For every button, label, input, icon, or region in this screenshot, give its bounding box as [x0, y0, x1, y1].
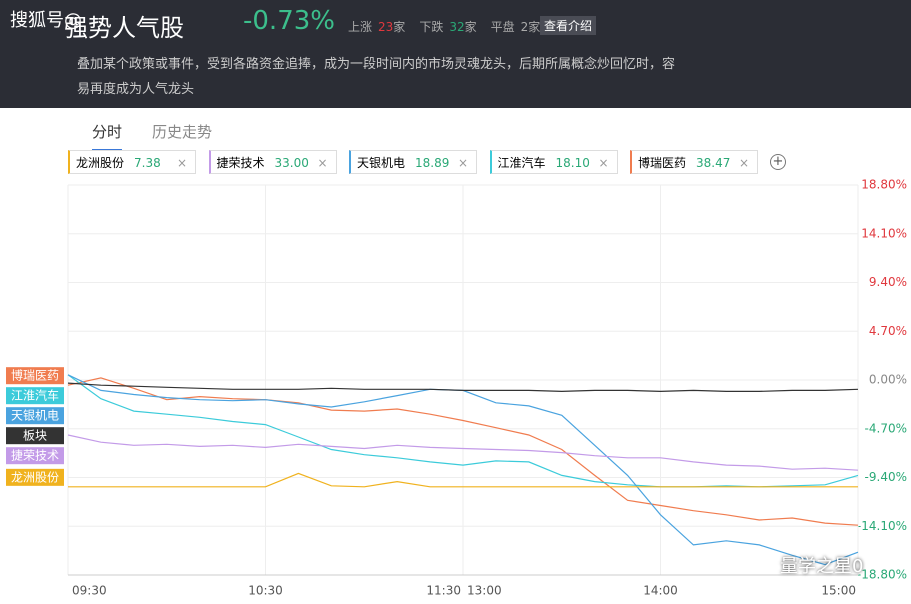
stock-chip[interactable]: 捷荣技术 33.00 × — [208, 150, 337, 174]
chip-name: 江淮汽车 — [497, 156, 546, 170]
series-line — [67, 377, 859, 526]
x-tick-label: 09:30 — [72, 584, 107, 598]
chip-close: × — [598, 156, 609, 170]
tab[interactable]: 历史走势 — [152, 123, 213, 141]
x-tick-label: 13:00 — [467, 584, 502, 598]
series-line — [68, 472, 858, 488]
stat-count: 23 — [378, 20, 394, 34]
legend-label: 板块 — [23, 429, 47, 443]
series-line — [67, 374, 859, 488]
stat-count: 2 — [520, 20, 529, 34]
watermark: 搜狐号@ — [10, 10, 82, 31]
chip-price: 33.00 — [274, 156, 309, 170]
chip-price: 18.89 — [415, 156, 450, 170]
intro-button[interactable]: 查看介绍 — [540, 16, 597, 35]
legend-tag — [6, 427, 64, 445]
change: -0.73% — [243, 6, 335, 36]
chip-close: × — [176, 156, 187, 170]
y-tick-label: -4.70% — [865, 421, 907, 435]
y-tick-label: 18.80% — [861, 178, 907, 192]
chip-close: × — [317, 156, 328, 170]
chip-name: 博瑞医药 — [638, 156, 687, 170]
chip-close: × — [738, 156, 749, 170]
description: 叠加某个政策或事件，受到各路资金追捧，成为一段时间内的市场灵魂龙头，后期所属概念… — [77, 57, 676, 97]
legend-label: 龙洲股份 — [11, 470, 59, 484]
stat-unit: 家 — [528, 20, 541, 34]
stat: 上涨 23家 — [348, 20, 405, 34]
y-tick-label: -9.40% — [865, 470, 907, 484]
legend-tag — [6, 367, 64, 385]
header: 搜狐号@ 强势人气股 -0.73% 上涨 23家 下跌 32家 平盘 2家 查看介绍 叠加… — [0, 0, 911, 108]
legend-tag — [6, 468, 64, 486]
legend-label: 博瑞医药 — [11, 368, 59, 383]
stat-unit: 家 — [464, 20, 477, 34]
y-tick-label: 4.70% — [869, 324, 907, 338]
stats: 上涨 23家 下跌 32家 平盘 2家 — [348, 18, 554, 35]
legend-label: 江淮汽车 — [11, 388, 59, 403]
chip-name: 捷荣技术 — [216, 156, 265, 170]
stat-label: 平盘 — [490, 20, 515, 34]
y-tick-label: 14.10% — [861, 226, 907, 240]
y-tick-label: -14.10% — [857, 519, 907, 533]
y-tick-label: 9.40% — [869, 275, 907, 289]
x-tick-label: 10:30 — [248, 584, 283, 598]
stat-unit: 家 — [393, 20, 406, 34]
stat-count: 32 — [449, 20, 465, 34]
legend-tag — [6, 387, 64, 405]
stock-chip[interactable]: 江淮汽车 18.10 × — [489, 150, 618, 174]
stat-label: 上涨 — [348, 20, 373, 34]
x-tick-label: 15:00 — [821, 584, 856, 598]
chip-name: 天银机电 — [357, 156, 406, 170]
legend-label: 天银机电 — [11, 409, 59, 423]
chip-close: × — [457, 156, 468, 170]
add-button[interactable]: + — [770, 154, 786, 170]
legend-tag — [6, 447, 64, 465]
stock-chip[interactable]: 天银机电 18.89 × — [349, 150, 477, 174]
legend-tag — [6, 407, 64, 425]
title: 强势人气股 — [64, 14, 184, 42]
x-tick-label: 11:30 — [426, 584, 461, 598]
y-tick-label: -18.80% — [857, 568, 907, 582]
stock-chip[interactable]: 博瑞医药 38.47 × — [630, 150, 758, 174]
stat: 平盘 2家 — [491, 20, 541, 34]
legend-label: 捷荣技术 — [11, 449, 59, 463]
x-tick-label: 14:00 — [643, 584, 678, 598]
chip-price: 18.10 — [555, 156, 590, 170]
stat: 下跌 32家 — [419, 20, 476, 34]
watermark: 量学之星0 — [780, 556, 864, 577]
series-line — [67, 434, 859, 471]
stat-label: 下跌 — [419, 20, 444, 34]
chip-price: 7.38 — [134, 156, 161, 170]
chip-name: 龙洲股份 — [76, 156, 125, 170]
series-line — [67, 382, 859, 393]
chip-price: 38.47 — [696, 156, 731, 170]
tab[interactable]: 分时 — [92, 123, 123, 151]
y-tick-label: 0.00% — [869, 373, 907, 387]
tabs: 分时 历史走势 — [92, 121, 242, 151]
stock-chip[interactable]: 龙洲股份 7.38 × — [68, 150, 196, 174]
